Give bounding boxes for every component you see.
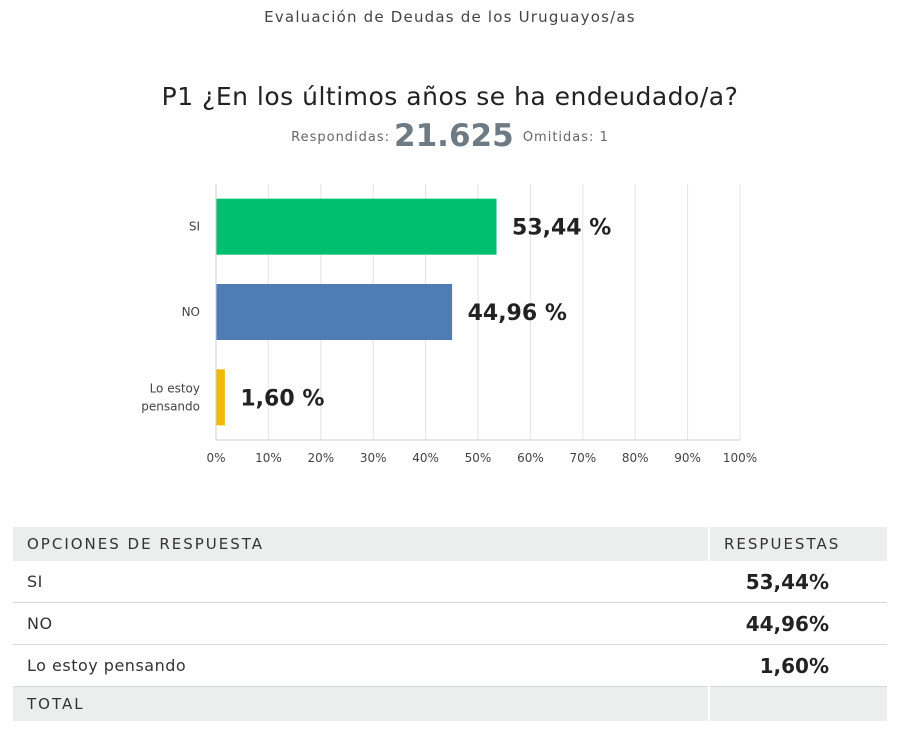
bar [216, 198, 497, 255]
skipped-label: Omitidas: [522, 130, 595, 145]
x-tick-label: 10% [255, 451, 282, 465]
total-label: TOTAL [13, 686, 709, 721]
bar-value-label: 53,44 % [512, 216, 611, 241]
skipped-count: 1 [599, 130, 609, 145]
table-row: NO 44,96% [13, 602, 887, 645]
category-label: Lo estoy pensando [141, 381, 200, 413]
x-tick-label: 20% [307, 451, 334, 465]
options-column-header: OPCIONES DE RESPUESTA [13, 527, 709, 561]
x-tick-label: 30% [360, 451, 387, 465]
response-value: 44,96% [709, 602, 887, 645]
x-tick-label: 90% [674, 451, 701, 465]
bar [216, 284, 453, 340]
category-label: NO [182, 305, 200, 319]
option-label: Lo estoy pensando [13, 644, 709, 687]
option-label: SI [13, 561, 709, 603]
responses-column-header: RESPUESTAS [708, 527, 887, 561]
table-total-row: TOTAL [13, 686, 887, 721]
x-tick-label: 40% [412, 451, 439, 465]
response-stats: Respondidas: 21.625 Omitidas: 1 [0, 118, 900, 154]
bar-value-label: 44,96 % [468, 301, 567, 326]
survey-title: Evaluación de Deudas de los Uruguayos/as [264, 8, 636, 26]
response-value: 53,44% [709, 561, 887, 603]
table-row: Lo estoy pensando 1,60% [13, 644, 887, 687]
x-tick-label: 50% [465, 451, 492, 465]
bar [216, 369, 225, 426]
answered-label: Respondidas: [291, 130, 391, 145]
table-header-row: OPCIONES DE RESPUESTA RESPUESTAS [13, 527, 887, 561]
bar-value-label: 1,60 % [240, 386, 324, 411]
bar-chart: 0% 10% 20% 30% 40% 50% 60% 70% 80% 90% 100% 53,44 %… [141, 184, 757, 465]
x-tick-label: 100% [723, 451, 757, 465]
responses-table: OPCIONES DE RESPUESTA RESPUESTAS SI 53,4… [13, 527, 887, 721]
table-row: SI 53,44% [13, 561, 887, 603]
category-label: SI [189, 220, 200, 234]
response-value: 1,60% [709, 644, 887, 687]
x-tick-label: 80% [622, 451, 649, 465]
total-value [708, 686, 887, 721]
question-title: P1 ¿En los últimos años se ha endeudado/… [161, 82, 739, 111]
option-label: NO [13, 602, 709, 645]
answered-count: 21.625 [394, 118, 514, 154]
x-tick-label: 70% [569, 451, 596, 465]
x-tick-label: 60% [517, 451, 544, 465]
x-tick-label: 0% [206, 451, 225, 465]
